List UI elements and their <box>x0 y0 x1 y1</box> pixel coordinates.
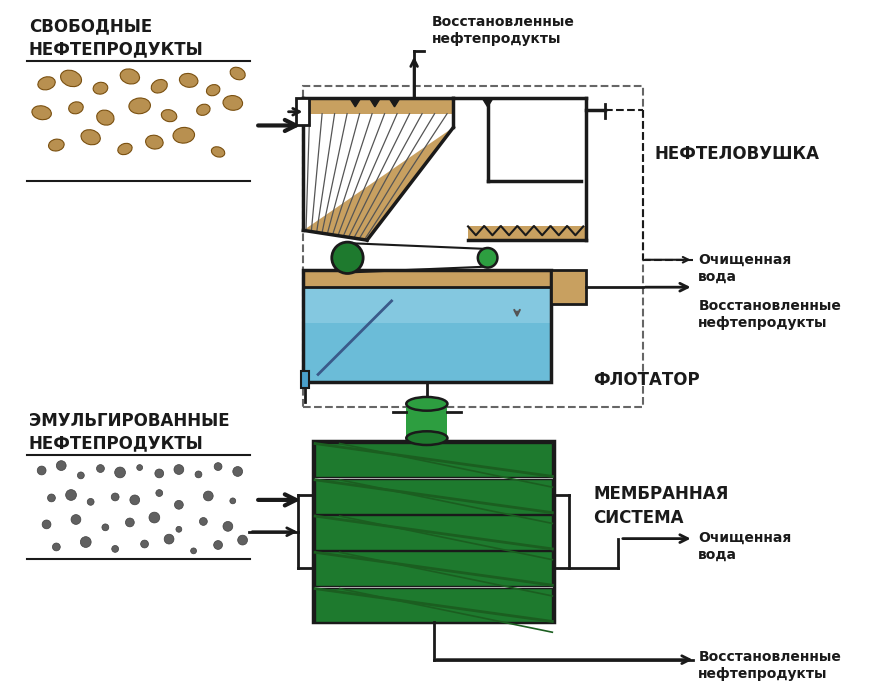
Ellipse shape <box>179 73 198 87</box>
Circle shape <box>155 469 164 478</box>
Ellipse shape <box>81 130 100 145</box>
Circle shape <box>65 490 76 500</box>
Circle shape <box>176 526 182 532</box>
Ellipse shape <box>49 139 65 151</box>
Circle shape <box>203 491 213 501</box>
Bar <box>453 98 586 240</box>
Circle shape <box>57 461 66 471</box>
Circle shape <box>238 535 248 545</box>
Ellipse shape <box>211 147 225 157</box>
Bar <box>315 552 552 586</box>
Circle shape <box>174 500 183 509</box>
Text: ЭМУЛЬГИРОВАННЫЕ
НЕФТЕПРОДУКТЫ: ЭМУЛЬГИРОВАННЫЕ НЕФТЕПРОДУКТЫ <box>29 412 230 452</box>
Bar <box>552 270 586 304</box>
Polygon shape <box>483 99 492 107</box>
Circle shape <box>111 493 119 501</box>
Ellipse shape <box>120 69 140 84</box>
Circle shape <box>149 512 160 523</box>
Bar <box>315 442 552 477</box>
Ellipse shape <box>93 82 108 94</box>
Text: МЕМБРАННАЯ
СИСТЕМА: МЕМБРАННАЯ СИСТЕМА <box>593 485 729 527</box>
Circle shape <box>156 490 163 497</box>
Circle shape <box>71 514 80 524</box>
Ellipse shape <box>162 110 177 121</box>
Ellipse shape <box>69 102 83 114</box>
Circle shape <box>126 518 134 527</box>
Text: НЕФТЕЛОВУШКА: НЕФТЕЛОВУШКА <box>654 145 819 163</box>
Ellipse shape <box>61 70 81 86</box>
Ellipse shape <box>207 84 220 96</box>
Polygon shape <box>390 99 400 107</box>
Text: СВОБОДНЫЕ
НЕФТЕПРОДУКТЫ: СВОБОДНЫЕ НЕФТЕПРОДУКТЫ <box>29 18 203 58</box>
Ellipse shape <box>146 135 164 149</box>
Circle shape <box>78 472 84 479</box>
Ellipse shape <box>38 77 55 90</box>
Ellipse shape <box>96 110 114 125</box>
Ellipse shape <box>118 143 132 154</box>
Circle shape <box>223 521 232 531</box>
Circle shape <box>174 464 184 475</box>
Circle shape <box>230 498 236 504</box>
Circle shape <box>191 548 196 554</box>
Circle shape <box>164 534 174 544</box>
Bar <box>303 270 552 287</box>
Circle shape <box>115 467 126 478</box>
Bar <box>301 370 309 388</box>
Bar <box>295 98 309 126</box>
Polygon shape <box>370 99 380 107</box>
Ellipse shape <box>173 128 194 143</box>
Circle shape <box>96 464 104 473</box>
Bar <box>303 270 552 382</box>
Text: ФЛОТАТОР: ФЛОТАТОР <box>593 370 700 388</box>
Ellipse shape <box>196 104 210 115</box>
Polygon shape <box>350 99 360 107</box>
Bar <box>407 404 447 438</box>
Bar <box>468 226 586 240</box>
Circle shape <box>130 495 140 505</box>
Text: Очищенная
вода: Очищенная вода <box>698 531 792 562</box>
Bar <box>315 479 552 514</box>
Ellipse shape <box>129 98 150 114</box>
Text: Восстановленные
нефтепродукты: Восстановленные нефтепродукты <box>698 650 842 681</box>
Polygon shape <box>303 128 453 240</box>
Circle shape <box>42 520 51 529</box>
Circle shape <box>80 536 91 547</box>
Text: Восстановленные
нефтепродукты: Восстановленные нефтепродукты <box>431 14 575 46</box>
Ellipse shape <box>230 67 245 80</box>
Bar <box>315 515 552 550</box>
Bar <box>313 441 554 622</box>
Circle shape <box>88 499 94 506</box>
Circle shape <box>48 494 56 502</box>
Circle shape <box>478 248 498 268</box>
Circle shape <box>52 543 60 551</box>
Ellipse shape <box>223 95 242 110</box>
Ellipse shape <box>32 106 51 119</box>
Ellipse shape <box>407 431 447 445</box>
Circle shape <box>37 466 46 475</box>
Circle shape <box>111 545 118 552</box>
Circle shape <box>214 462 222 471</box>
Ellipse shape <box>407 397 447 411</box>
Text: Восстановленные
нефтепродукты: Восстановленные нефтепродукты <box>698 299 842 330</box>
Bar <box>303 289 552 324</box>
Circle shape <box>200 517 207 525</box>
Circle shape <box>195 471 202 478</box>
Circle shape <box>141 540 149 548</box>
Circle shape <box>232 466 242 476</box>
Bar <box>315 588 552 622</box>
Ellipse shape <box>151 80 167 93</box>
Circle shape <box>332 242 363 274</box>
Bar <box>303 100 453 114</box>
Circle shape <box>137 464 142 471</box>
Bar <box>303 86 643 407</box>
Text: Очищенная
вода: Очищенная вода <box>698 253 792 284</box>
Circle shape <box>214 541 223 549</box>
Circle shape <box>102 524 109 531</box>
Bar <box>303 287 552 382</box>
